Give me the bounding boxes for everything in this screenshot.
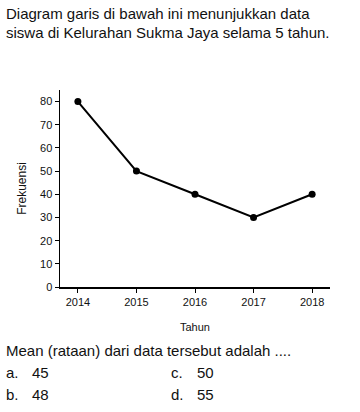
svg-text:60: 60 [40, 142, 52, 154]
svg-text:Frekuensi: Frekuensi [15, 162, 29, 215]
svg-text:2015: 2015 [124, 296, 148, 308]
html-text:55: 55 [197, 386, 214, 403]
svg-text:2016: 2016 [183, 296, 207, 308]
svg-text:50: 50 [40, 165, 52, 177]
svg-text:2014: 2014 [66, 296, 90, 308]
svg-text:2017: 2017 [241, 296, 265, 308]
html-text:c.: c. [171, 364, 183, 381]
svg-text:2018: 2018 [300, 296, 324, 308]
html-text:b.: b. [6, 386, 19, 403]
svg-text:Tahun: Tahun [180, 321, 210, 333]
html-text:50: 50 [197, 364, 214, 381]
html-text:Diagram garis di bawah ini men: Diagram garis di bawah ini menunjukkan d… [6, 5, 330, 41]
html-text:a.: a. [6, 364, 19, 381]
svg-text:20: 20 [40, 235, 52, 247]
svg-text:10: 10 [40, 258, 52, 270]
svg-text:40: 40 [40, 188, 52, 200]
html-text:Mean (rataan) dari data terseb: Mean (rataan) dari data tersebut adalah … [6, 342, 292, 359]
svg-text:70: 70 [40, 119, 52, 131]
svg-text:0: 0 [46, 281, 52, 293]
svg-text:80: 80 [40, 95, 52, 107]
html-text:45: 45 [32, 364, 49, 381]
html-text:48: 48 [32, 386, 49, 403]
html-text:d.: d. [171, 386, 184, 403]
svg-text:30: 30 [40, 211, 52, 223]
